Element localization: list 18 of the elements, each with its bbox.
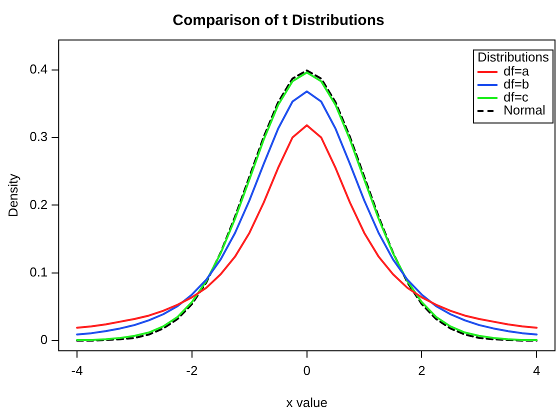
- x-tick-label: -2: [186, 363, 198, 378]
- x-axis-title: x value: [286, 394, 328, 410]
- y-tick-label: 0.1: [30, 264, 48, 280]
- x-tick-label: -4: [71, 363, 83, 378]
- legend-label: Normal: [503, 102, 546, 118]
- y-tick-label: 0.4: [30, 61, 48, 76]
- legend-label: df=c: [503, 90, 529, 105]
- x-tick-label: 2: [418, 363, 426, 378]
- x-tick-label: 4: [533, 363, 540, 378]
- chart-title: Comparison of t Distributions: [172, 12, 384, 30]
- y-axis-title: Density: [5, 173, 20, 218]
- y-tick-label: 0.3: [30, 129, 48, 144]
- x-tick-label: 0: [303, 363, 310, 378]
- legend-label: df=b: [503, 76, 530, 92]
- legend-title: Distributions: [477, 50, 550, 65]
- legend-label: df=a: [503, 64, 530, 79]
- y-tick-label: 0: [40, 332, 48, 348]
- y-tick-label: 0.2: [30, 196, 48, 212]
